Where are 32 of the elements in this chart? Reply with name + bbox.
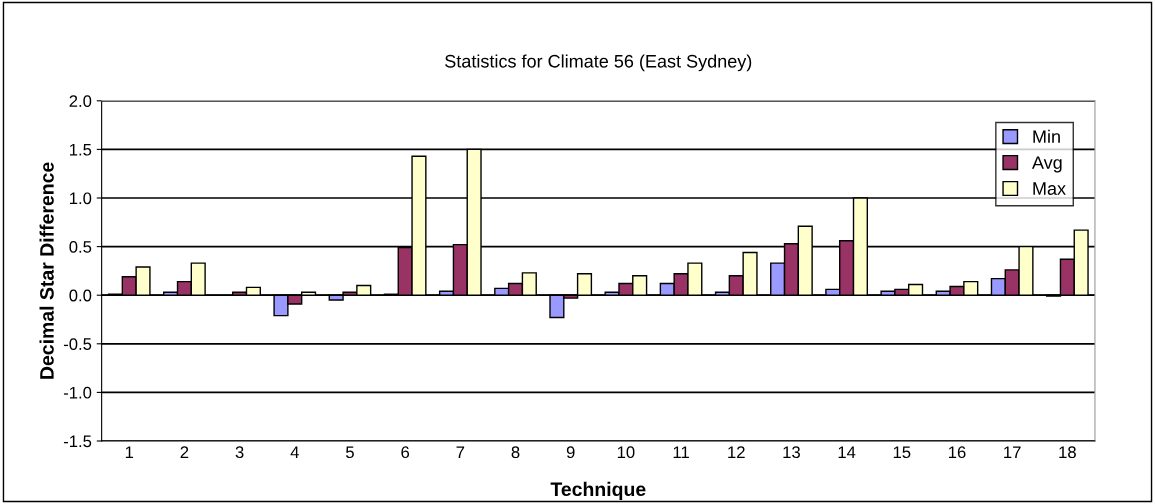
y-tick-label: -1.5 (63, 435, 92, 448)
x-tick-label: 17 (1004, 446, 1021, 458)
y-tick-label: -1.0 (63, 386, 92, 399)
x-tick-label: 12 (728, 446, 745, 458)
x-axis-title: Technique (550, 481, 646, 500)
y-tick-label: 0.5 (69, 241, 92, 253)
x-tick-label: 6 (401, 446, 410, 459)
legend-label: Avg (1031, 156, 1062, 173)
x-tick-label: 14 (838, 446, 856, 458)
x-tick-label: 1 (125, 446, 134, 458)
y-tick-label: 1.5 (70, 143, 92, 156)
y-tick-label: 1.0 (70, 192, 92, 205)
chart-title: Statistics for Climate 56 (East Sydney) (445, 54, 752, 72)
x-tick-label: 4 (290, 446, 299, 458)
x-tick-label: 5 (346, 446, 354, 459)
x-tick-label: 15 (893, 446, 911, 459)
x-tick-label: 3 (235, 446, 244, 459)
x-tick-label: 7 (456, 446, 465, 458)
x-tick-label: 18 (1059, 446, 1076, 459)
x-tick-label: 8 (511, 446, 520, 459)
y-tick-label: 0.0 (69, 289, 92, 302)
y-axis-title: Decimal Star Difference (39, 162, 54, 379)
legend-label: Min (1033, 129, 1060, 143)
y-tick-label: 2.0 (69, 95, 92, 107)
legend-label: Max (1033, 182, 1066, 195)
x-tick-label: 11 (673, 446, 689, 458)
x-tick-label: 9 (566, 446, 575, 459)
x-tick-label: 2 (180, 446, 189, 458)
x-tick-label: 10 (617, 446, 635, 459)
y-tick-label: -0.5 (63, 338, 92, 350)
x-tick-label: 16 (948, 446, 966, 459)
x-tick-label: 13 (783, 446, 800, 459)
